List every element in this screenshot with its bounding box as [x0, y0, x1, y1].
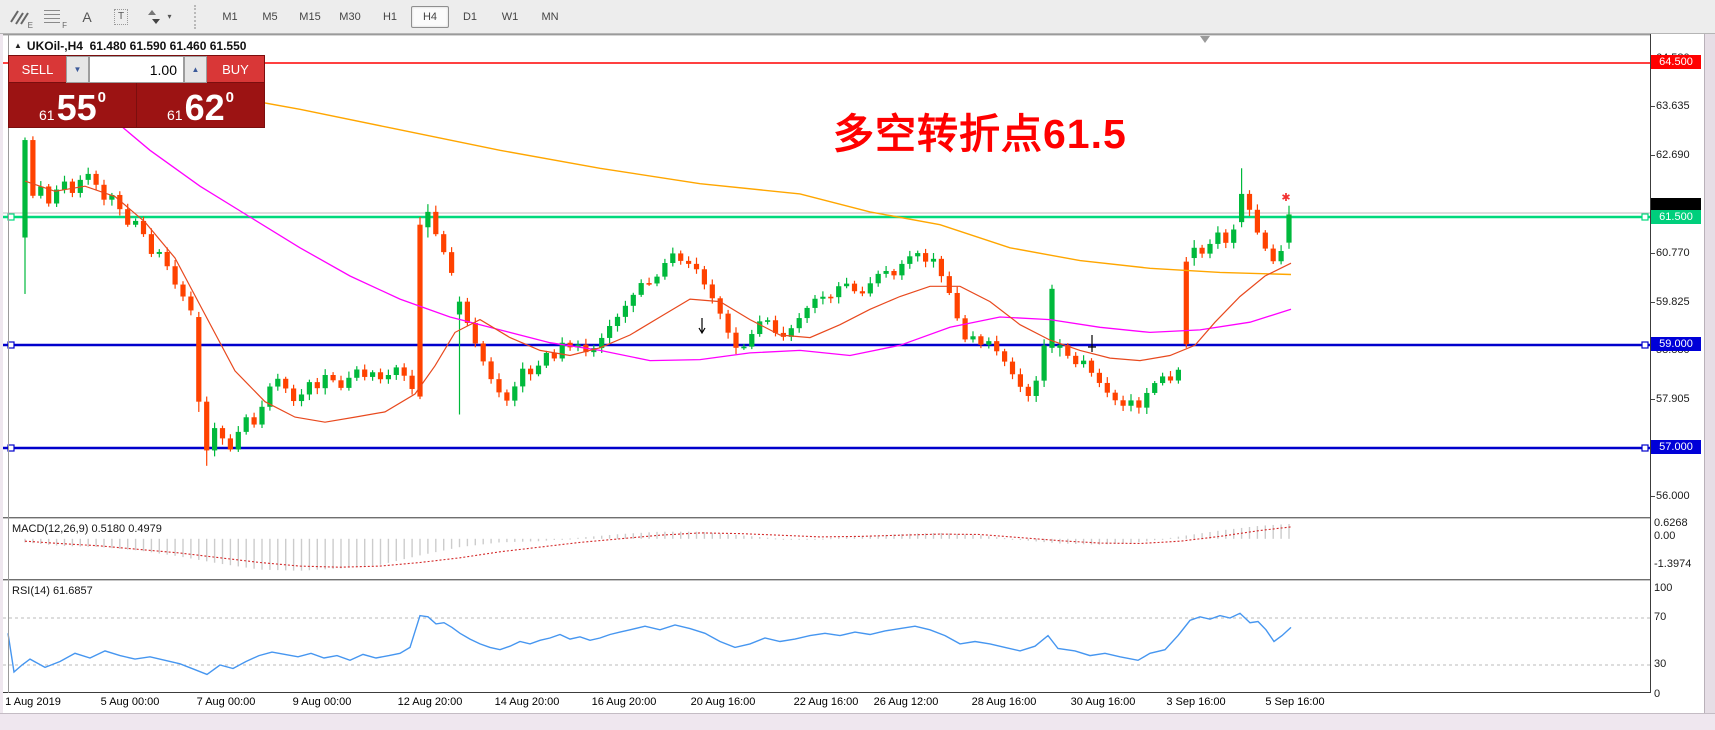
buy-price-big: 62	[184, 87, 225, 128]
time-label: 5 Aug 00:00	[100, 696, 160, 708]
time-label: 28 Aug 16:00	[971, 696, 1037, 708]
price-badge-59.000: 59.000	[1651, 337, 1701, 351]
shift-marker-icon	[1200, 36, 1210, 43]
time-label: 16 Aug 20:00	[591, 696, 657, 708]
rsi-value: 61.6857	[52, 585, 93, 597]
price-tick: 62.690	[1651, 149, 1690, 161]
price-badge-61.550: 61.550	[1651, 198, 1701, 212]
buy-price-handle: 61	[167, 107, 183, 123]
indicators-icon-sub: E	[27, 20, 33, 30]
bottom-window-edge	[0, 713, 1715, 730]
arrange-caret-icon[interactable]: ▾	[167, 12, 172, 21]
time-label: 26 Aug 12:00	[873, 696, 939, 708]
time-label: 9 Aug 00:00	[292, 696, 352, 708]
macd-label: MACD(12,26,9) 0.5180 0.4979	[12, 523, 162, 535]
price-tick: 57.905	[1651, 393, 1690, 405]
cross-marker-icon	[1088, 335, 1096, 352]
indicator-tick: 100	[1654, 582, 1673, 594]
price-badge-64.500: 64.500	[1651, 55, 1701, 69]
time-axis[interactable]: 1 Aug 2019 5 Aug 00:00 7 Aug 00:00 9 Aug 00…	[3, 693, 1651, 713]
down-arrow-marker-icon	[698, 318, 706, 335]
price-badge-57.000: 57.000	[1651, 440, 1701, 454]
hline-61.55	[3, 212, 1650, 214]
indicator-tick: 0.00	[1654, 530, 1676, 542]
tf-button-w1[interactable]: W1	[501, 10, 519, 23]
toolbar: E F A T ▾ M1 M5 M15 M30 H1 H	[0, 0, 1715, 34]
hline-59	[3, 343, 1650, 347]
volume-input[interactable]: 1.00	[89, 56, 184, 83]
price-tick: 63.635	[1651, 100, 1690, 112]
buy-button[interactable]: BUY	[207, 56, 264, 83]
one-click-trade-panel: SELL ▼ 1.00 ▲ BUY 61 55 0 61 62 0	[8, 55, 265, 128]
rsi-line	[7, 612, 1292, 676]
hline-61.5	[3, 215, 1650, 219]
tf-button-m15[interactable]: M15	[299, 10, 321, 23]
tf-button-m1[interactable]: M1	[222, 10, 238, 23]
tf-button-d1[interactable]: D1	[462, 10, 478, 23]
grid-icon-sub: F	[62, 20, 67, 30]
time-label: 1 Aug 2019	[5, 696, 61, 708]
tf-button-h4-selected[interactable]: H4	[411, 5, 449, 28]
indicator-tick: 30	[1654, 658, 1667, 670]
macd-signal-line	[24, 526, 1292, 568]
price-chart-canvas[interactable]: ✱	[0, 0, 1651, 713]
sell-price-handle: 61	[39, 107, 55, 123]
indicator-tick: 0.6268	[1654, 517, 1688, 529]
tf-button-h1[interactable]: H1	[382, 10, 398, 23]
macd-value-2: 0.4979	[128, 523, 162, 535]
time-label: 5 Sep 16:00	[1265, 696, 1325, 708]
chart-inner-border	[8, 34, 9, 713]
sell-button[interactable]: SELL	[9, 56, 66, 83]
buy-price[interactable]: 61 62 0	[137, 83, 264, 128]
arrange-tool-icon[interactable]: ▾	[140, 4, 180, 30]
sell-star-marker-icon: ✱	[1281, 192, 1290, 204]
text-tool-icon[interactable]: A	[82, 8, 92, 25]
hline-64.5	[3, 62, 1650, 64]
indicator-tick: -1.3974	[1654, 558, 1692, 570]
time-label: 30 Aug 16:00	[1070, 696, 1136, 708]
tf-button-mn[interactable]: MN	[541, 10, 559, 23]
toolbar-separator	[194, 4, 202, 29]
time-label: 12 Aug 20:00	[397, 696, 463, 708]
sell-price[interactable]: 61 55 0	[9, 83, 137, 128]
price-tick: 56.000	[1651, 490, 1690, 502]
price-tick: 60.770	[1651, 247, 1690, 259]
label-tool-icon[interactable]: T	[106, 4, 136, 30]
tf-button-m30[interactable]: M30	[339, 10, 361, 23]
indicators-icon[interactable]: E	[4, 4, 34, 30]
price-tick: 59.825	[1651, 296, 1690, 308]
time-label: 3 Sep 16:00	[1166, 696, 1226, 708]
rsi-label: RSI(14) 61.6857	[12, 585, 93, 597]
sell-price-big: 55	[56, 87, 97, 128]
time-label: 20 Aug 16:00	[690, 696, 756, 708]
buy-price-pip: 0	[225, 89, 234, 106]
hline-57	[3, 446, 1650, 450]
indicator-tick: 70	[1654, 611, 1667, 623]
chart-annotation-text: 多空转折点61.5	[833, 111, 1127, 157]
ohlc-values: 61.480 61.590 61.460 61.550	[89, 39, 247, 53]
collapse-arrow-icon[interactable]: ▲	[14, 41, 22, 50]
time-label: 22 Aug 16:00	[793, 696, 859, 708]
ma-mid-magenta	[94, 103, 1292, 362]
ma-slow-orange	[104, 72, 1292, 276]
ma-fast-red	[24, 180, 1292, 423]
time-label: 7 Aug 00:00	[196, 696, 256, 708]
symbol-period-label: UKOil-,H4	[26, 39, 83, 53]
time-label: 14 Aug 20:00	[494, 696, 560, 708]
volume-up-stepper[interactable]: ▲	[184, 56, 207, 83]
chart-title: ▲ UKOil-,H4 61.480 61.590 61.460 61.550	[14, 39, 246, 53]
macd-value-1: 0.5180	[91, 523, 126, 535]
right-window-edge	[1704, 34, 1715, 713]
price-badge-61.500: 61.500	[1651, 210, 1701, 224]
tf-button-m5[interactable]: M5	[262, 10, 278, 23]
indicator-tick: 0	[1654, 688, 1661, 700]
sell-price-pip: 0	[97, 89, 106, 106]
price-axis[interactable]: 64.58063.63562.69061.73060.77059.82558.8…	[1651, 34, 1704, 713]
grid-icon[interactable]: F	[38, 4, 68, 30]
volume-down-stepper[interactable]: ▼	[66, 56, 89, 83]
